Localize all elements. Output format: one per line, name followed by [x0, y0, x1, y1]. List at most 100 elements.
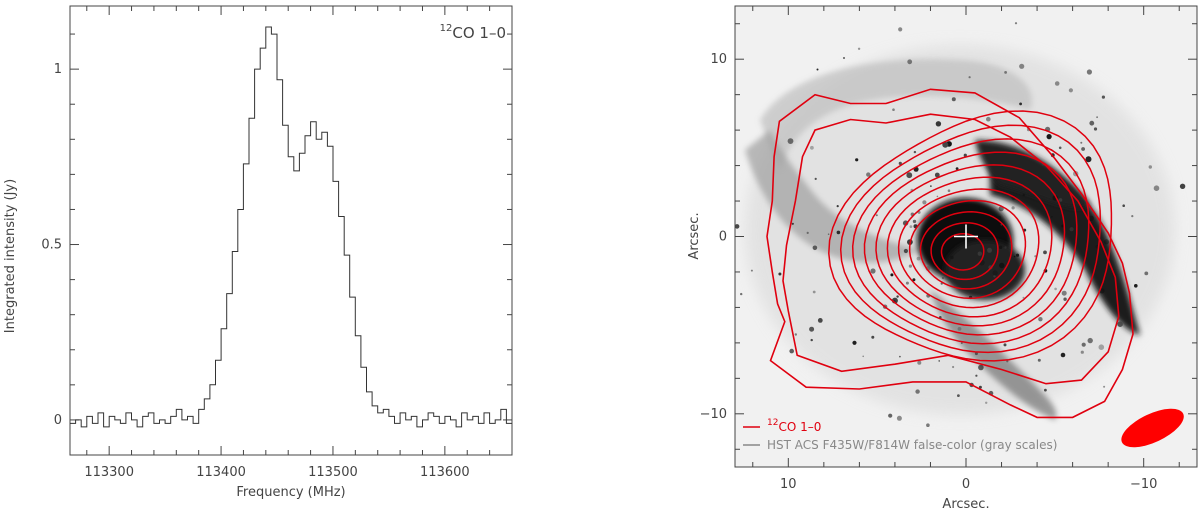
hst-knot	[905, 281, 909, 285]
hst-knot	[866, 172, 871, 177]
hst-knot	[1054, 287, 1057, 291]
hst-knot	[1089, 120, 1095, 126]
hst-knot	[1014, 22, 1018, 25]
map-y-tick-label: 0	[719, 230, 727, 245]
spectrum-y-tick-label: 1	[54, 62, 62, 77]
hst-knot	[735, 224, 740, 229]
hst-knot	[906, 172, 913, 179]
spectrum-annotation-text: CO 1–0	[452, 24, 506, 42]
hst-knot	[960, 342, 963, 344]
hst-knot	[1019, 102, 1022, 106]
hst-knot	[809, 326, 815, 332]
co-contour	[940, 232, 985, 271]
hst-knot	[778, 272, 782, 276]
hst-knot	[917, 360, 922, 365]
map-x-tick-label: 10	[780, 477, 797, 492]
spectrum-tick-labels: 113300 113400 113500 113600 0 0.5 1	[41, 62, 469, 480]
hst-knot	[1006, 360, 1009, 363]
hst-knot	[794, 333, 797, 336]
hst-knot	[1004, 71, 1007, 74]
hst-knot	[974, 352, 978, 356]
hst-knot	[1063, 297, 1067, 301]
hst-knot	[890, 273, 894, 277]
hst-knot	[1093, 127, 1098, 131]
hst-knot	[1122, 204, 1125, 207]
center-cross-marker	[954, 224, 978, 249]
hst-knot	[1086, 69, 1092, 75]
spectrum-y-axis-title: Integrated intensity (Jy)	[3, 179, 18, 333]
co-contour	[875, 164, 1066, 327]
co-contour	[897, 188, 1040, 309]
hst-knot	[1080, 141, 1083, 144]
hst-knot	[750, 269, 753, 272]
hst-knot	[1058, 198, 1063, 202]
hst-knot	[862, 355, 864, 358]
hst-knot	[963, 153, 967, 157]
hst-knot	[1085, 156, 1092, 163]
spectrum-y-tick-label: 0	[54, 413, 62, 428]
hst-knot	[836, 230, 841, 235]
co-contour	[930, 222, 999, 281]
hst-knot	[903, 248, 909, 254]
hst-knot	[1022, 193, 1025, 197]
hst-knot	[814, 177, 817, 180]
hst-knot	[888, 413, 893, 418]
hst-knot	[908, 264, 913, 268]
hst-knot	[1003, 343, 1007, 347]
hst-knot	[993, 275, 996, 278]
hst-knot	[1046, 134, 1052, 140]
hst-knot	[791, 222, 794, 225]
map-x-tick-label: 0	[962, 477, 970, 492]
hst-knot	[1037, 358, 1041, 362]
hst-knot	[912, 219, 917, 224]
hst-knot	[720, 212, 722, 214]
hst-knot	[896, 415, 902, 421]
hst-knot	[852, 340, 857, 345]
hst-knot	[985, 401, 988, 404]
hst-knot	[922, 200, 927, 205]
hst-knot	[950, 255, 954, 260]
spectrum-series-line	[70, 26, 512, 428]
spectrum-panel: 113300 113400 113500 113600 0 0.5 1 Frequency …	[3, 5, 513, 500]
hst-knot	[1061, 290, 1067, 296]
map-tick-labels: 10 0 −10 10 0 −10	[700, 52, 1158, 492]
hst-knot	[1004, 246, 1007, 249]
hst-knot	[957, 327, 962, 331]
hst-knot	[1096, 116, 1098, 119]
hst-knot	[1011, 206, 1015, 210]
hst-knot	[870, 268, 876, 274]
hst-knot	[1103, 385, 1106, 388]
co-contour	[851, 138, 1090, 345]
hst-knot	[816, 68, 819, 71]
hst-knot	[907, 59, 913, 65]
co-contour	[839, 124, 1102, 354]
beam-ellipse	[1121, 408, 1184, 448]
legend-co-label: 12CO 1–0	[767, 418, 821, 434]
hst-knot	[978, 385, 982, 389]
hst-knot	[1058, 146, 1062, 150]
hst-knot	[934, 172, 940, 178]
hst-knot	[898, 161, 902, 165]
spectrum-x-tick-label: 113300	[84, 465, 134, 480]
map-y-axis-title: Arcsec.	[687, 212, 702, 259]
hst-knot	[986, 116, 991, 122]
hst-knot	[898, 27, 903, 32]
hst-knot	[1013, 255, 1016, 258]
hst-knot	[975, 374, 978, 377]
hst-knot	[1179, 183, 1186, 189]
hst-knot	[836, 205, 839, 208]
legend-co-superscript: 12	[767, 418, 778, 428]
co-map-panel: 10 0 −10 10 0 −10 Arcsec. Arcsec. 12CO 1–0 HS…	[687, 5, 1198, 512]
hst-knot	[812, 245, 818, 251]
hst-knot	[942, 141, 949, 148]
spectrum-ticks	[70, 6, 513, 456]
co-contour	[908, 199, 1027, 300]
hst-knot	[1087, 337, 1093, 344]
hst-knot	[1068, 88, 1073, 93]
co-contour	[919, 211, 1013, 290]
hst-knot	[997, 215, 1001, 220]
hst-knot	[957, 394, 960, 397]
hst-knot	[936, 195, 939, 198]
hst-knot	[810, 338, 813, 342]
spectrum-y-tick-label: 0.5	[41, 238, 62, 253]
